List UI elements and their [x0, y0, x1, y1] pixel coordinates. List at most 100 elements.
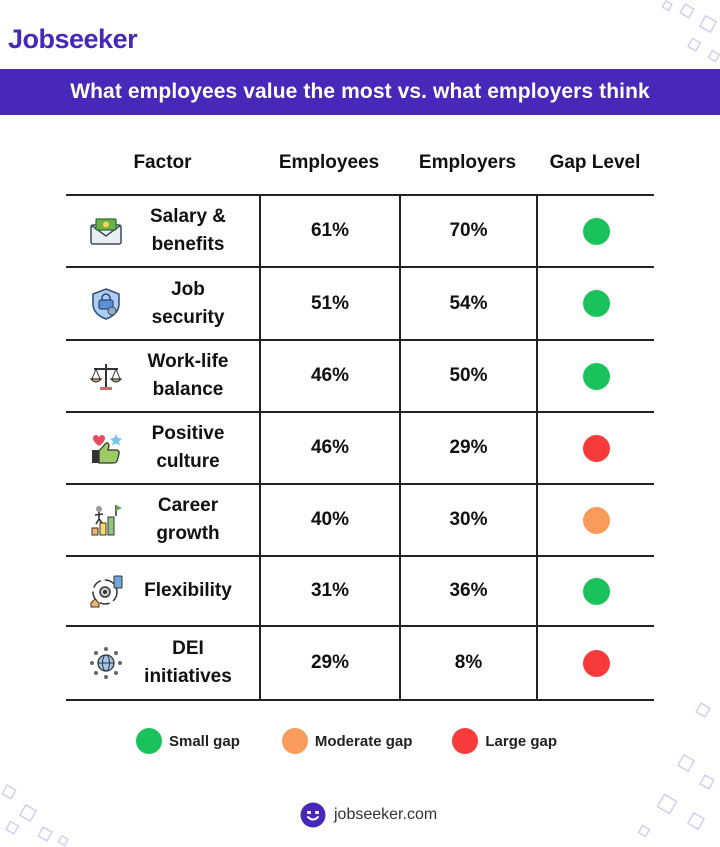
corner-decoration-bottom-left — [1, 784, 69, 847]
factor-label-line: Flexibility — [144, 580, 232, 601]
flexibility-icon — [88, 573, 124, 609]
employers-value: 36% — [449, 580, 488, 601]
gap-small-indicator — [582, 290, 610, 317]
shield-icon — [88, 286, 124, 322]
footer-url: jobseeker.com — [334, 806, 438, 823]
footer: jobseeker.com — [300, 802, 437, 828]
employees-cell: 61% — [259, 196, 399, 266]
money-envelope-icon — [88, 213, 124, 249]
gap-level-cell — [536, 196, 654, 266]
employees-value: 31% — [310, 580, 350, 601]
legend-moderate-label: Moderate gap — [314, 732, 413, 750]
factor-cell: DEI initiatives — [66, 627, 259, 699]
factor-label-line: culture — [156, 451, 220, 472]
employers-value: 54% — [449, 292, 488, 314]
employees-cell: 40% — [259, 485, 399, 555]
header-employers: Employers — [418, 152, 517, 173]
employers-cell: 29% — [399, 413, 536, 483]
table-row: Flexibility 31% 36% — [66, 557, 654, 627]
employees-value: 40% — [310, 509, 350, 530]
legend-moderate-gap: Moderate gap — [281, 728, 413, 754]
employees-cell: 29% — [259, 627, 399, 699]
employers-cell: 70% — [399, 196, 536, 266]
thumbs-up-icon — [88, 430, 124, 466]
factor-label: Career growth — [130, 492, 246, 548]
factor-label-line: Positive — [151, 423, 225, 444]
factor-label-line: Career — [157, 495, 219, 516]
career-growth-icon — [88, 502, 124, 538]
jobseeker-logo: Jobseeker — [8, 24, 138, 54]
factor-cell: Salary & benefits — [66, 196, 259, 266]
factor-label-line: benefits — [151, 234, 225, 255]
employers-cell: 36% — [399, 557, 536, 625]
gap-level-cell — [536, 485, 654, 555]
gap-small-indicator — [582, 217, 610, 245]
legend-small-label: Small gap — [169, 732, 240, 750]
gap-small-indicator — [582, 362, 610, 390]
table-row: Job security 51% 54% — [66, 268, 654, 341]
header-gap-level: Gap Level — [549, 152, 641, 173]
table-row: Career growth 40% 30% — [66, 485, 654, 557]
gap-legend: Small gap Moderate gap Large gap — [136, 727, 557, 755]
employees-value: 61% — [310, 220, 350, 241]
factor-label: Positive culture — [130, 420, 246, 476]
table-row: Positive culture 46% 29% — [66, 413, 654, 485]
employers-value: 50% — [449, 365, 488, 386]
factor-label-line: Job — [171, 278, 205, 300]
employees-value: 46% — [310, 437, 350, 458]
employees-cell: 31% — [259, 557, 399, 625]
factor-label: DEI initiatives — [130, 635, 246, 691]
legend-large-label: Large gap — [485, 732, 558, 750]
gap-large-indicator — [582, 649, 610, 677]
employers-value: 70% — [449, 220, 488, 241]
factor-label-line: Work-life — [147, 351, 229, 372]
factor-cell: Flexibility — [66, 557, 259, 625]
factor-label-line: DEI — [172, 638, 204, 659]
employers-cell: 30% — [399, 485, 536, 555]
employers-value: 29% — [449, 437, 488, 458]
employees-value: 51% — [310, 292, 350, 314]
gap-level-cell — [536, 627, 654, 699]
table-row: Salary & benefits 61% 70% — [66, 196, 654, 268]
factor-cell: Career growth — [66, 485, 259, 555]
gap-small-indicator — [582, 577, 610, 605]
factor-cell: Job security — [66, 268, 259, 339]
employers-value: 8% — [454, 652, 483, 673]
gap-level-cell — [536, 557, 654, 625]
employees-cell: 51% — [259, 268, 399, 339]
jobseeker-face-icon — [300, 802, 326, 828]
gap-moderate-indicator — [582, 506, 610, 534]
factor-label-line: growth — [156, 523, 220, 544]
corner-decoration-bottom-right — [637, 702, 715, 838]
globe-people-icon — [88, 645, 124, 681]
balance-scale-icon — [88, 358, 124, 394]
factor-label: Salary & benefits — [130, 203, 246, 259]
legend-small-gap: Small gap — [136, 728, 240, 754]
factor-label: Work-life balance — [130, 348, 246, 404]
header-employees: Employees — [278, 152, 380, 173]
gap-level-cell — [536, 341, 654, 411]
factor-label-line: Salary & — [149, 206, 227, 227]
employers-cell: 50% — [399, 341, 536, 411]
employees-value: 29% — [310, 652, 350, 673]
gap-level-cell — [536, 413, 654, 483]
factor-label-line: balance — [152, 379, 224, 400]
employees-value: 46% — [310, 365, 350, 386]
table-row: DEI initiatives 29% 8% — [66, 627, 654, 701]
employees-cell: 46% — [259, 341, 399, 411]
title-banner: What employees value the most vs. what e… — [0, 69, 720, 115]
employers-cell: 54% — [399, 268, 536, 339]
factor-label: Job security — [130, 276, 246, 332]
table-row: Work-life balance 46% 50% — [66, 341, 654, 413]
legend-moderate-dot — [281, 728, 308, 754]
legend-small-dot — [136, 728, 162, 754]
factor-label: Flexibility — [130, 577, 246, 605]
chart-title: What employees value the most vs. what e… — [70, 80, 650, 103]
legend-large-gap: Large gap — [452, 728, 557, 754]
factor-label-line: security — [151, 306, 225, 328]
table-body: Salary & benefits 61% 70% Job security 51% 54% W… — [66, 196, 654, 701]
factor-cell: Positive culture — [66, 413, 259, 483]
table-header: Factor Employees Employers Gap Level — [66, 140, 654, 196]
comparison-table: Factor Employees Employers Gap Level Sal… — [66, 140, 654, 701]
factor-label-line: initiatives — [144, 666, 232, 687]
